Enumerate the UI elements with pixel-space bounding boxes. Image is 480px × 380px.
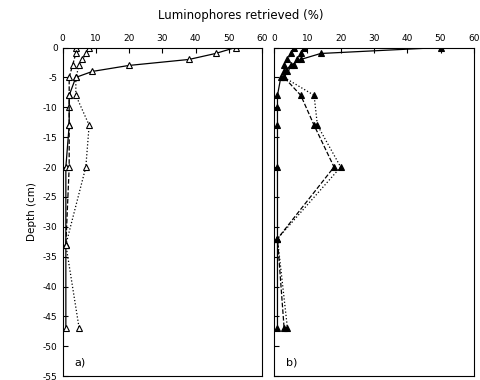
Text: a): a) xyxy=(74,358,85,368)
Y-axis label: Depth (cm): Depth (cm) xyxy=(27,182,37,241)
Text: b): b) xyxy=(286,358,297,368)
Text: Luminophores retrieved (%): Luminophores retrieved (%) xyxy=(157,10,323,22)
